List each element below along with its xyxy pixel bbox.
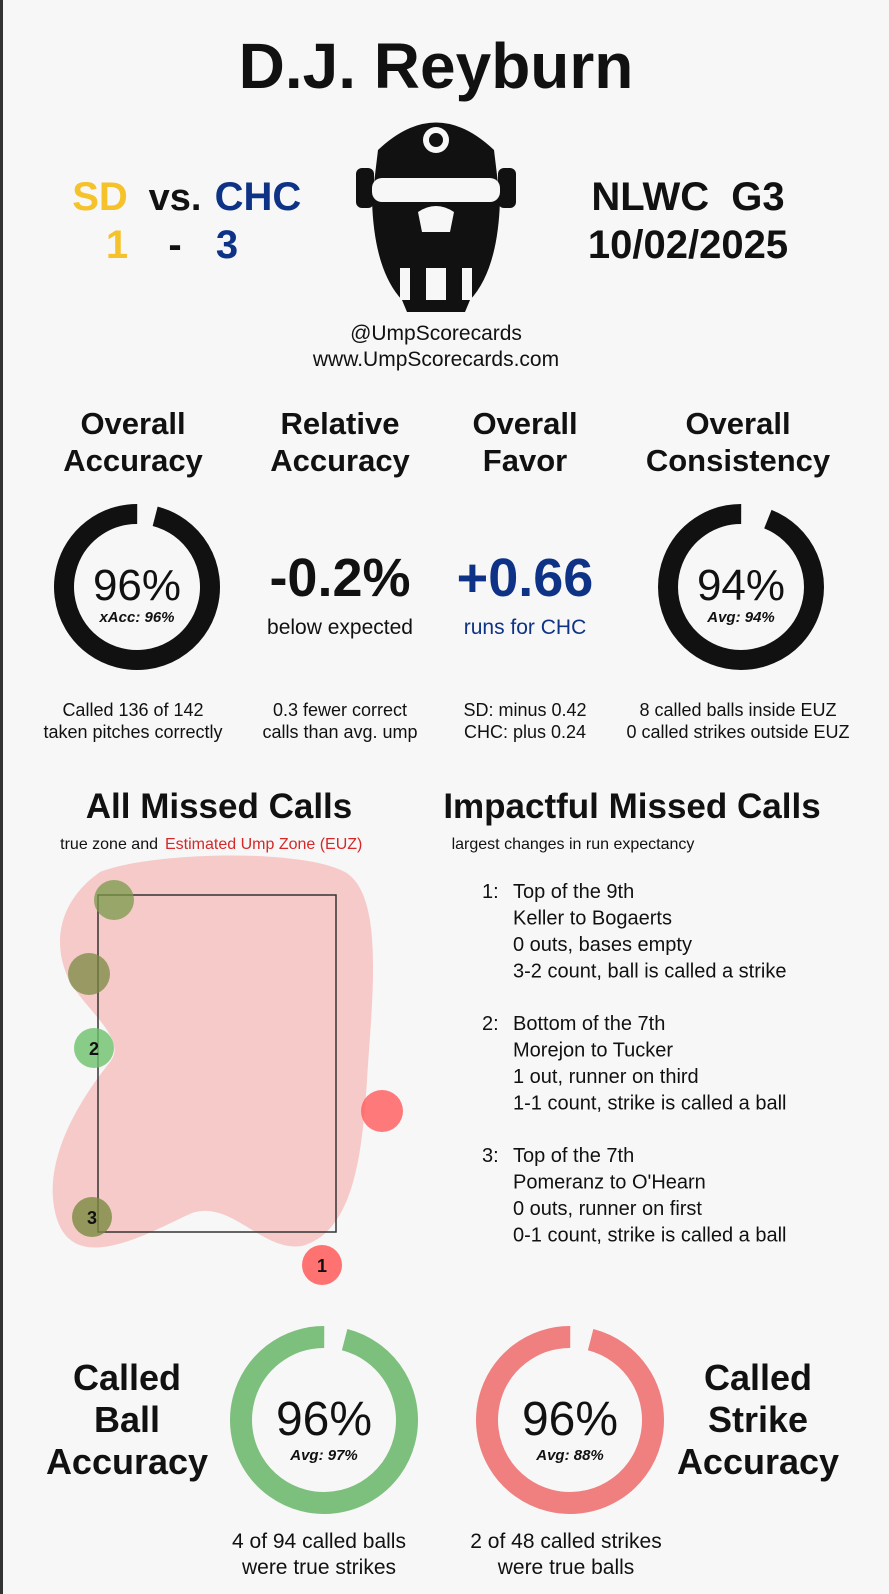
note: were true strikes: [241, 1556, 396, 1579]
call-line: Top of the 9th: [513, 881, 634, 903]
ring-label: 96%: [276, 1393, 372, 1446]
home-score: 3: [216, 223, 238, 267]
called-title: Called: [704, 1357, 812, 1398]
metric-title: Relative: [281, 406, 400, 441]
metric-title: Consistency: [646, 443, 831, 478]
handle: @UmpScorecards: [350, 322, 522, 345]
metric-title: Accuracy: [63, 443, 203, 478]
note: 0.3 fewer correct: [273, 700, 407, 720]
call-line: 3-2 count, ball is called a strike: [513, 961, 786, 983]
pitch: [361, 1090, 403, 1132]
note: CHC: plus 0.24: [464, 722, 586, 742]
big-sub: runs for CHC: [464, 616, 587, 639]
call-line: Bottom of the 7th: [513, 1013, 665, 1035]
call-line: 0 outs, runner on first: [513, 1198, 702, 1220]
subtitle: true zone and: [60, 836, 158, 853]
call-line: 1-1 count, strike is called a ball: [513, 1093, 786, 1115]
big-value: -0.2%: [269, 548, 410, 608]
note: calls than avg. ump: [262, 722, 417, 742]
metric-title: Accuracy: [270, 443, 410, 478]
call-rank: 1:: [482, 881, 499, 903]
note: taken pitches correctly: [43, 722, 222, 742]
ring-label: 96%: [522, 1393, 618, 1446]
vs: vs.: [149, 177, 202, 219]
pitch: [74, 1028, 114, 1068]
note: SD: minus 0.42: [463, 700, 586, 720]
call-line: Keller to Bogaerts: [513, 908, 672, 930]
note: were true balls: [497, 1556, 635, 1579]
pitch: [68, 953, 110, 995]
away-score: 1: [106, 223, 128, 267]
home-team: CHC: [215, 175, 302, 219]
ring-label: 96%: [93, 561, 181, 610]
call-line: Morejon to Tucker: [513, 1040, 673, 1062]
ring-sub: Avg: 94%: [706, 609, 775, 626]
call-line: 0 outs, bases empty: [513, 934, 692, 956]
called-title: Ball: [94, 1399, 160, 1440]
note: Called 136 of 142: [62, 700, 203, 720]
pitch: [72, 1197, 112, 1237]
called-title: Strike: [708, 1399, 808, 1440]
call-rank: 3:: [482, 1145, 499, 1167]
ring: [658, 504, 824, 670]
ring: [230, 1326, 418, 1514]
pitch-label: 1: [317, 1256, 327, 1276]
ring-sub: Avg: 97%: [289, 1447, 358, 1464]
pitch: [94, 880, 134, 920]
away-team: SD: [72, 175, 128, 219]
called-title: Called: [73, 1357, 181, 1398]
call-rank: 2:: [482, 1013, 499, 1035]
call-line: 0-1 count, strike is called a ball: [513, 1225, 786, 1247]
metric-title: Overall: [80, 406, 185, 441]
ring-sub: xAcc: 96%: [98, 609, 174, 626]
section-title: Impactful Missed Calls: [443, 787, 820, 826]
score-dash: -: [168, 223, 181, 267]
edge: [0, 0, 3, 1594]
metric-title: Overall: [472, 406, 577, 441]
called-title: Accuracy: [46, 1441, 208, 1482]
website: www.UmpScorecards.com: [312, 348, 559, 371]
date: 10/02/2025: [588, 223, 788, 267]
ring-label: 94%: [697, 561, 785, 610]
ring: [54, 504, 220, 670]
mask-icon: [356, 122, 516, 312]
big-sub: below expected: [267, 616, 413, 639]
note: 0 called strikes outside EUZ: [626, 722, 849, 742]
call-line: Pomeranz to O'Hearn: [513, 1172, 706, 1194]
called-title: Accuracy: [677, 1441, 839, 1482]
big-value: +0.66: [457, 548, 594, 608]
note: 4 of 94 called balls: [232, 1530, 406, 1553]
subtitle-euz: Estimated Ump Zone (EUZ): [165, 836, 362, 853]
subtitle: largest changes in run expectancy: [452, 836, 695, 853]
metric-title: Overall: [685, 406, 790, 441]
euz-region: [52, 855, 374, 1248]
ring-sub: Avg: 88%: [535, 1447, 604, 1464]
metric-title: Favor: [483, 443, 567, 478]
call-line: 1 out, runner on third: [513, 1066, 699, 1088]
pitch: [302, 1245, 342, 1285]
section-title: All Missed Calls: [86, 787, 352, 826]
ring: [476, 1326, 664, 1514]
title: D.J. Reyburn: [239, 30, 634, 102]
game: NLWC G3: [591, 175, 784, 219]
call-line: Top of the 7th: [513, 1145, 634, 1167]
note: 8 called balls inside EUZ: [639, 700, 836, 720]
note: 2 of 48 called strikes: [470, 1530, 661, 1553]
pitch-label: 2: [89, 1039, 99, 1059]
pitch-label: 3: [87, 1208, 97, 1228]
